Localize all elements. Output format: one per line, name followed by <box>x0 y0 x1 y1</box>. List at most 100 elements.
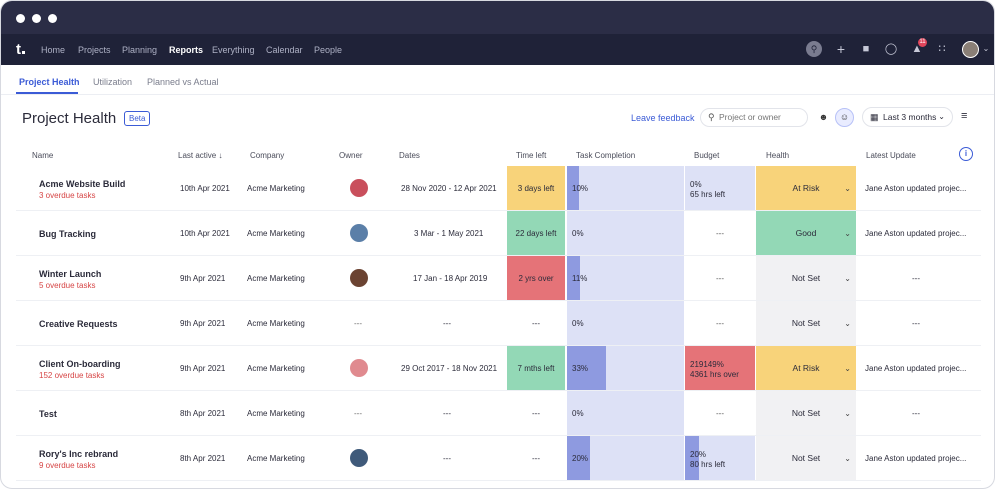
health-select[interactable]: Good ⌄ <box>756 211 856 256</box>
health-select[interactable]: Not Set ⌄ <box>756 301 856 346</box>
nav-item-people[interactable]: People <box>314 45 343 55</box>
window-dot-icon[interactable] <box>48 14 57 23</box>
latest-update: --- <box>912 409 920 418</box>
latest-update[interactable]: Jane Aston updated projec... <box>865 184 967 193</box>
folder-icon[interactable]: ■ <box>862 43 870 55</box>
search-icon[interactable]: ⚲ <box>806 41 822 57</box>
column-header-task-completion[interactable]: Task Completion <box>576 151 636 160</box>
health-value: Good <box>795 228 817 238</box>
table-row[interactable]: Test 8th Apr 2021 Acme Marketing --- --- --- 0… <box>1 391 994 436</box>
info-icon[interactable]: i <box>959 147 973 161</box>
health-select[interactable]: At Risk ⌄ <box>756 346 856 391</box>
search-input[interactable] <box>719 112 803 122</box>
column-header-owner[interactable]: Owner <box>339 151 363 160</box>
health-value: Not Set <box>791 453 821 463</box>
nav-item-projects[interactable]: Projects <box>78 45 111 55</box>
overdue-tasks[interactable]: 3 overdue tasks <box>39 191 96 200</box>
project-name[interactable]: Creative Requests <box>39 319 118 329</box>
leave-feedback-link[interactable]: Leave feedback <box>631 113 695 123</box>
table-row[interactable]: Bug Tracking 10th Apr 2021 Acme Marketing 3… <box>1 211 994 256</box>
nav-item-everything[interactable]: Everything <box>212 45 255 55</box>
project-name[interactable]: Bug Tracking <box>39 229 97 239</box>
owner-empty: --- <box>354 319 362 328</box>
table-row[interactable]: Acme Website Build 3 overdue tasks 10th Ap… <box>1 166 994 211</box>
budget: 0% 65 hrs left <box>685 166 755 211</box>
project-name[interactable]: Acme Website Build <box>39 179 126 189</box>
project-name-cell[interactable]: Test <box>1 391 171 436</box>
column-header-health[interactable]: Health <box>766 151 790 160</box>
person-view-icon[interactable]: ☻ <box>818 112 829 122</box>
project-name[interactable]: Rory's Inc rebrand <box>39 449 119 459</box>
project-search[interactable]: ⚲ <box>700 108 808 127</box>
column-header-dates[interactable]: Dates <box>399 151 420 160</box>
column-header-latest-update[interactable]: Latest Update <box>866 151 916 160</box>
task-completion: 0% <box>567 391 684 436</box>
chevron-down-icon[interactable]: ⌄ <box>982 44 990 53</box>
nav-item-home[interactable]: Home <box>41 45 66 55</box>
bell-icon[interactable]: ▲ 11 <box>911 38 927 55</box>
team-view-icon[interactable]: ☺ <box>835 108 854 127</box>
health-select[interactable]: Not Set ⌄ <box>756 436 856 481</box>
overdue-tasks[interactable]: 5 overdue tasks <box>39 281 96 290</box>
chat-icon[interactable]: ◯ <box>884 43 898 55</box>
tab-utilization[interactable]: Utilization <box>93 77 133 87</box>
column-header-budget[interactable]: Budget <box>694 151 720 160</box>
nav-item-calendar[interactable]: Calendar <box>266 45 303 55</box>
task-completion: 33% <box>567 346 684 391</box>
last-active: 9th Apr 2021 <box>180 274 226 283</box>
owner-avatar[interactable] <box>350 224 368 242</box>
project-name-cell[interactable]: Winter Launch 5 overdue tasks <box>1 256 171 301</box>
latest-update[interactable]: Jane Aston updated projec... <box>865 229 967 238</box>
owner-avatar[interactable] <box>350 179 368 197</box>
table-row[interactable]: Creative Requests 9th Apr 2021 Acme Market… <box>1 301 994 346</box>
column-header-company[interactable]: Company <box>250 151 285 160</box>
nav-item-planning[interactable]: Planning <box>122 45 158 55</box>
filter-icon[interactable]: ≡ <box>961 110 968 122</box>
health-select[interactable]: Not Set ⌄ <box>756 256 856 301</box>
company: Acme Marketing <box>247 409 305 418</box>
overdue-tasks[interactable]: 152 overdue tasks <box>39 371 105 380</box>
task-completion-fill <box>567 256 580 301</box>
project-name[interactable]: Client On-boarding <box>39 359 121 369</box>
project-name[interactable]: Winter Launch <box>39 269 102 279</box>
chevron-down-icon: ⌄ <box>844 364 851 373</box>
project-name-cell[interactable]: Bug Tracking <box>1 211 171 256</box>
owner-avatar[interactable] <box>350 449 368 467</box>
task-completion: 0% <box>567 301 684 346</box>
window-dot-icon[interactable] <box>32 14 41 23</box>
app-logo[interactable]: t <box>16 41 25 58</box>
notification-badge: 11 <box>918 38 927 47</box>
table-row[interactable]: Rory's Inc rebrand 9 overdue tasks 8th Apr… <box>1 436 994 481</box>
nav-item-reports[interactable]: Reports <box>169 45 204 55</box>
owner-avatar[interactable] <box>350 269 368 287</box>
owner-empty: --- <box>354 409 362 418</box>
latest-update[interactable]: Jane Aston updated projec... <box>865 364 967 373</box>
column-header-name[interactable]: Name <box>32 151 54 160</box>
project-name-cell[interactable]: Creative Requests <box>1 301 171 346</box>
chevron-down-icon: ⌄ <box>844 319 851 328</box>
user-avatar[interactable] <box>962 41 979 58</box>
table-row[interactable]: Winter Launch 5 overdue tasks 9th Apr 2021… <box>1 256 994 301</box>
task-completion-fill <box>567 346 606 391</box>
date-range-select[interactable]: ▦ Last 3 months ⌄ <box>862 107 953 127</box>
chevron-down-icon: ⌄ <box>844 454 851 463</box>
add-icon[interactable]: + <box>836 41 846 57</box>
window-dot-icon[interactable] <box>16 14 25 23</box>
owner-avatar[interactable] <box>350 359 368 377</box>
table-row[interactable]: Client On-boarding 152 overdue tasks 9th A… <box>1 346 994 391</box>
project-name[interactable]: Test <box>39 409 57 419</box>
project-name-cell[interactable]: Acme Website Build 3 overdue tasks <box>1 166 171 211</box>
project-name-cell[interactable]: Rory's Inc rebrand 9 overdue tasks <box>1 436 171 481</box>
overdue-tasks[interactable]: 9 overdue tasks <box>39 461 96 470</box>
apps-grid-icon[interactable]: ∷ <box>938 43 946 55</box>
last-active: 10th Apr 2021 <box>180 229 230 238</box>
last-active: 10th Apr 2021 <box>180 184 230 193</box>
column-header-last-active[interactable]: Last active ↓ <box>178 151 223 160</box>
project-name-cell[interactable]: Client On-boarding 152 overdue tasks <box>1 346 171 391</box>
tab-project-health[interactable]: Project Health <box>19 77 80 87</box>
latest-update[interactable]: Jane Aston updated projec... <box>865 454 967 463</box>
tab-planned-vs-actual[interactable]: Planned vs Actual <box>147 77 219 87</box>
health-select[interactable]: Not Set ⌄ <box>756 391 856 436</box>
column-header-time-left[interactable]: Time left <box>516 151 547 160</box>
health-select[interactable]: At Risk ⌄ <box>756 166 856 211</box>
